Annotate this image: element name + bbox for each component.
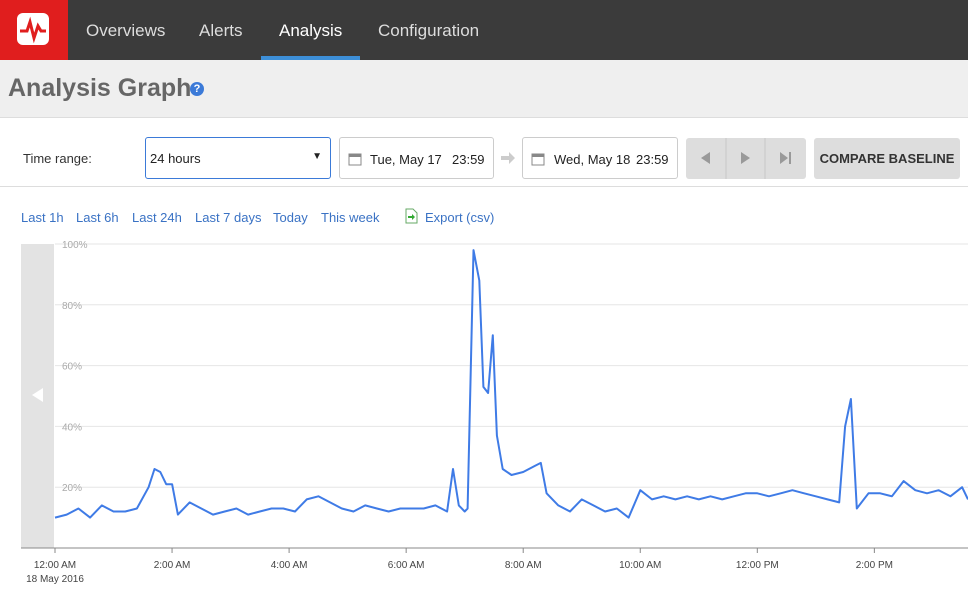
nav-buttons	[686, 138, 806, 179]
arrow-icon	[501, 152, 515, 164]
start-time-text: 23:59	[452, 152, 485, 167]
quick-link[interactable]: Last 6h	[76, 210, 119, 225]
end-time-text: 23:59	[636, 152, 669, 167]
y-tick-label: 100%	[62, 240, 88, 251]
y-tick-label: 80%	[62, 301, 82, 312]
x-tick-label: 2:00 AM	[154, 560, 191, 571]
time-range-select[interactable]: 24 hours ▼	[145, 137, 331, 179]
page-title: Analysis Graph	[8, 74, 192, 102]
x-date-label: 18 May 2016	[26, 574, 84, 585]
nav-item[interactable]: Configuration	[378, 21, 480, 40]
nav-button-icons	[701, 138, 791, 179]
quick-link[interactable]: Last 1h	[21, 210, 64, 225]
divider	[0, 186, 968, 187]
export-link[interactable]: Export (csv)	[425, 210, 495, 225]
time-range-label: Time range:	[23, 151, 92, 166]
quick-link[interactable]: Last 7 days	[195, 210, 262, 225]
y-tick-label: 40%	[62, 422, 82, 433]
nav-bar: Overviews Alerts Analysis Configuration	[0, 0, 968, 60]
y-tick-label: 20%	[62, 483, 82, 494]
quick-link[interactable]: Last 24h	[132, 210, 182, 225]
y-tick-label: 60%	[62, 362, 82, 373]
x-tick-label: 12:00 AM	[34, 560, 76, 571]
x-tick-label: 4:00 AM	[271, 560, 308, 571]
x-tick-label: 8:00 AM	[505, 560, 542, 571]
dropdown-arrow: ▼	[312, 151, 322, 162]
logo-icon	[17, 13, 49, 45]
start-date-text: Tue, May 17	[370, 152, 442, 167]
quick-link[interactable]: This week	[321, 210, 380, 225]
page-header: Analysis Graph ?	[0, 60, 968, 118]
help-icon[interactable]: ?	[190, 82, 204, 96]
x-tick-label: 2:00 PM	[856, 560, 893, 571]
start-date[interactable]: Tue, May 17 23:59	[339, 137, 494, 179]
chart: 20% 40% 60% 80% 100% 12:00 AM 2:00 AM 4:00 AM 6:…	[21, 240, 968, 585]
end-date[interactable]: Wed, May 18 23:59	[522, 137, 678, 179]
nav-item[interactable]: Analysis	[261, 0, 361, 60]
nav-item[interactable]: Alerts	[199, 21, 243, 40]
logo[interactable]	[0, 0, 68, 60]
x-tick-label: 10:00 AM	[619, 560, 661, 571]
x-tick-label: 6:00 AM	[388, 560, 425, 571]
nav-item[interactable]: Overviews	[86, 21, 166, 40]
collapse-arrow	[32, 388, 43, 402]
x-tick-label: 12:00 PM	[736, 560, 779, 571]
time-range-value: 24 hours	[150, 151, 201, 166]
end-date-text: Wed, May 18	[554, 152, 631, 167]
quick-link[interactable]: Today	[273, 210, 308, 225]
export-icon	[405, 208, 418, 224]
series-line	[54, 249, 968, 519]
calendar-icon	[531, 153, 545, 166]
compare-baseline-button[interactable]: COMPARE BASELINE	[814, 138, 960, 179]
calendar-icon	[348, 153, 362, 166]
